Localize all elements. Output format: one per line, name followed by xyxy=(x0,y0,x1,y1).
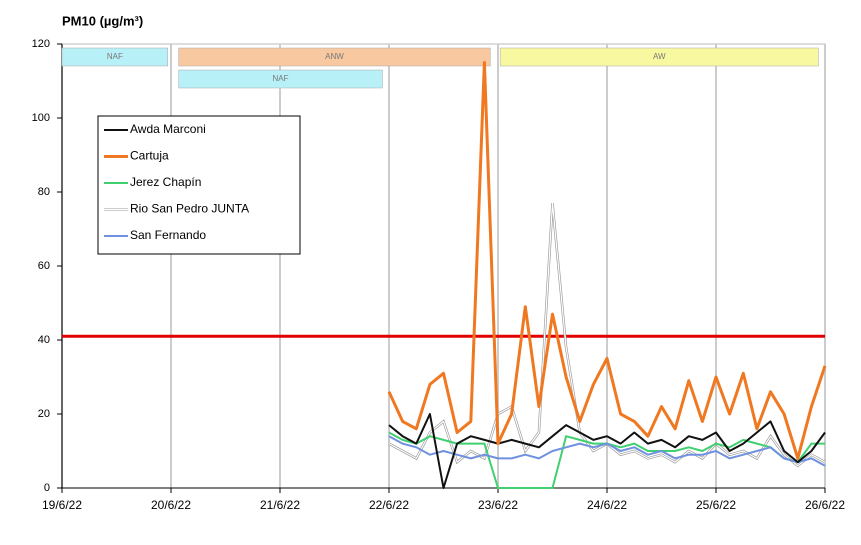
y-tick-label: 80 xyxy=(38,186,50,198)
y-tick-label: 120 xyxy=(32,38,50,50)
legend-label: San Fernando xyxy=(130,228,206,242)
band-label: NAF xyxy=(273,74,289,83)
y-axis-label: PM10 (µg/m³) xyxy=(62,13,143,28)
x-tick-label: 21/6/22 xyxy=(260,498,300,512)
band-box xyxy=(178,47,491,67)
series-line xyxy=(387,61,827,460)
y-tick-label: 0 xyxy=(44,482,50,494)
series-line xyxy=(388,413,826,489)
x-tick-label: 25/6/22 xyxy=(696,498,736,512)
y-tick-label: 100 xyxy=(32,112,50,124)
y-tick-label: 60 xyxy=(38,260,50,272)
x-tick-label: 23/6/22 xyxy=(478,498,518,512)
y-tick-label: 40 xyxy=(38,334,50,346)
band-label: NAF xyxy=(107,52,123,61)
legend-label: Jerez Chapín xyxy=(130,175,201,189)
band: AW xyxy=(499,47,819,67)
y-tick-label: 20 xyxy=(38,408,50,420)
band: ANW xyxy=(178,47,491,67)
series-line xyxy=(388,435,826,467)
band: NAF xyxy=(178,69,383,89)
legend-label: Awda Marconi xyxy=(130,122,206,136)
band-box xyxy=(178,69,383,89)
band: NAF xyxy=(61,47,168,67)
band-label: AW xyxy=(653,52,666,61)
band-label: ANW xyxy=(325,52,344,61)
band-box xyxy=(61,47,168,67)
x-tick-label: 20/6/22 xyxy=(151,498,191,512)
x-tick-label: 26/6/22 xyxy=(805,498,845,512)
legend-box xyxy=(97,115,301,255)
x-tick-label: 19/6/22 xyxy=(42,498,82,512)
legend-label: Rio San Pedro JUNTA xyxy=(130,202,249,216)
x-tick-label: 24/6/22 xyxy=(587,498,627,512)
x-tick-label: 22/6/22 xyxy=(369,498,409,512)
legend-label: Cartuja xyxy=(130,149,169,163)
band-box xyxy=(499,47,819,67)
